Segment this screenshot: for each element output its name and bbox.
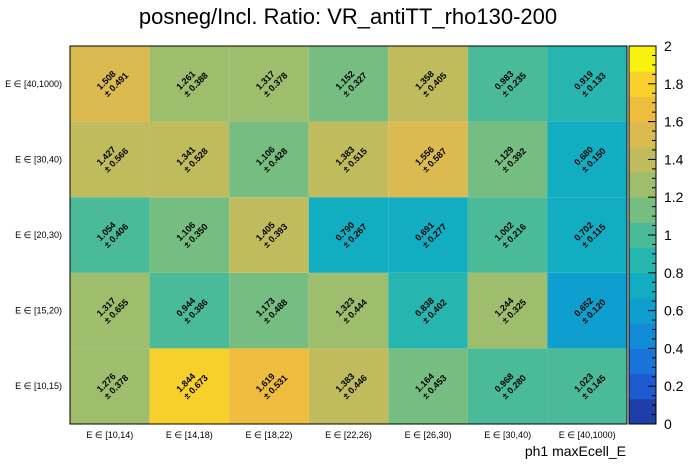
heatmap-cell [467,348,548,424]
color-scale-tick-label: 1.6 [664,114,684,130]
x-tick-label: E ∈ [30,40) [484,430,531,440]
heatmap-cell [467,46,548,122]
color-scale-segment [629,197,656,223]
color-scale-segment [629,172,656,198]
heatmap-cell [149,121,230,198]
heatmap-cell [149,197,230,273]
cell-value-label: 1.129± 0.392 [493,144,529,174]
x-tick-label: E ∈ [14,18) [166,430,213,440]
y-tick-label: E ∈ [15,20) [15,306,62,316]
plot-frame [69,45,628,425]
heatmap-cell [467,121,548,198]
y-tick-label: E ∈ [30,40) [15,154,62,164]
color-scale-tick-label: 0.6 [664,303,684,319]
x-axis-title: ph1 maxEcell_E [525,443,626,459]
color-scale-tick-label: 1.2 [664,189,684,205]
heatmap-cells [70,46,627,424]
color-scale-tick-label: 0.8 [664,265,684,281]
color-scale-segment [629,323,656,349]
heatmap-cell [229,348,309,424]
heatmap-cell [229,272,309,349]
heatmap-cell [547,348,627,424]
x-tick-label: E ∈ [10,14) [86,430,133,440]
heatmap-cell [547,121,627,198]
heatmap-cell [229,46,309,122]
heatmap-cell [70,348,150,424]
color-scale-tick-label: 0.4 [664,340,684,356]
heatmap-cell [308,121,389,198]
heatmap-cell [547,46,627,122]
heatmap-cell [388,46,468,122]
color-scale-axis: 0 0.2 0.4 0.6 0.8 1 1.2 1.4 1.6 1.8 2 [648,38,684,432]
heatmap-cell [308,348,389,424]
heatmap-cell [388,272,468,349]
x-axis: E ∈ [10,14) E ∈ [14,18) E ∈ [18,22) E ∈ [22… [86,430,615,440]
heatmap-cell [547,272,627,349]
x-tick-label: E ∈ [22,26) [325,430,372,440]
heatmap-cell [388,348,468,424]
color-scale-segment [629,46,656,72]
color-scale-tick-label: 2 [664,38,672,54]
x-tick-label: E ∈ [18,22) [245,430,292,440]
heatmap-cell [308,272,389,349]
color-scale-tick-label: 1.4 [664,151,684,167]
heatmap-cell [229,197,309,273]
heatmap-cell [388,121,468,198]
heatmap-cell [308,46,389,122]
y-axis: E ∈ [10,15) E ∈ [15,20) E ∈ [20,30) E ∈ [30… [5,79,62,391]
heatmap-cell [467,197,548,273]
color-scale-tick-label: 0 [664,416,672,432]
heatmap-cell [308,197,389,273]
color-scale-tick-label: 1 [664,227,672,243]
heatmap-cell [547,197,627,273]
heatmap-cell [388,197,468,273]
heatmap-cell [70,121,150,198]
heatmap-cell [149,348,230,424]
heatmap-cell [229,121,309,198]
color-scale-tick-label: 0.2 [664,378,684,394]
color-scale-segment [629,96,656,123]
color-scale-segment [629,272,656,299]
heatmap-cell [70,197,150,273]
x-tick-label: E ∈ [26,30) [405,430,452,440]
color-scale-bar [628,45,657,425]
y-tick-label: E ∈ [10,15) [15,381,62,391]
color-scale-segment [629,398,656,425]
x-tick-label: E ∈ [40,1000) [559,430,616,440]
y-tick-label: E ∈ [40,1000) [5,79,62,89]
heatmap-cell [149,272,230,349]
chart-title: posneg/Incl. Ratio: VR_antiTT_rho130-200 [139,4,557,29]
y-tick-label: E ∈ [20,30) [15,230,62,240]
color-scale-segment [629,348,656,375]
heatmap-cell [70,46,150,122]
color-scale-segment [629,247,656,274]
heatmap-cell [70,272,150,349]
color-scale-segment [629,121,656,148]
heatmap-cell [149,46,230,122]
heatmap-cell [467,272,548,349]
color-scale-tick-label: 1.8 [664,76,684,92]
